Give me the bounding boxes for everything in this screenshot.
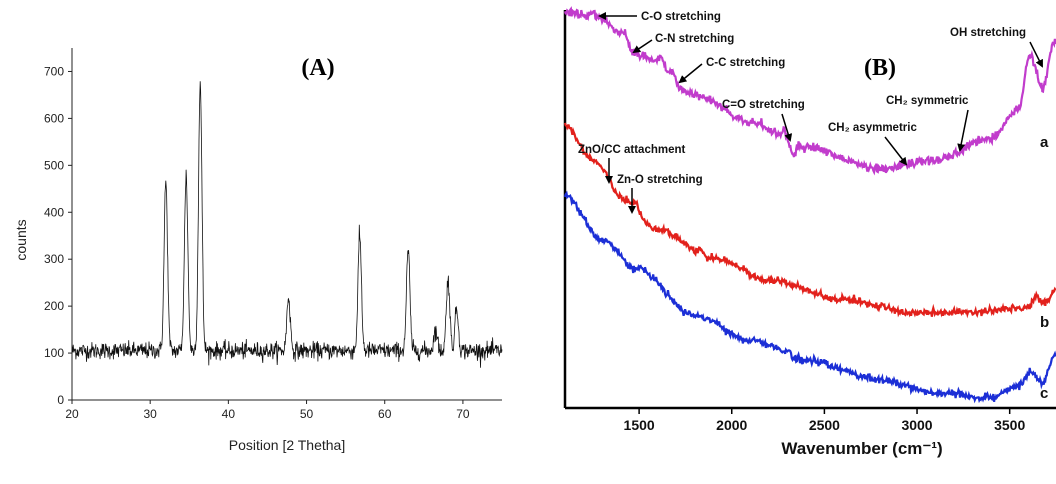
ann-ch2-asymmetric-arrow [884, 136, 908, 166]
a-y-axis-label: counts [13, 219, 29, 260]
series-c-line [563, 190, 1056, 404]
ann-c-o-double-stretching: C=O stretching [722, 99, 805, 111]
b-x-axis-label: Wavenumber (cm⁻¹) [781, 439, 942, 458]
b-x-tick-label: 2500 [809, 417, 840, 433]
a-x-tick-label: 50 [300, 407, 314, 421]
b-x-tick-label: 1500 [624, 417, 655, 433]
ann-oh-arrow [1029, 41, 1043, 68]
a-y-tick-label: 500 [44, 158, 64, 172]
a-y-tick-label: 700 [44, 64, 64, 78]
series-label-c: c [1040, 385, 1048, 402]
a-y-tick-label: 600 [44, 111, 64, 125]
a-x-axis-label: Position [2 Thetha] [229, 437, 345, 453]
ann-cn-arrow [632, 39, 653, 54]
xrd-pattern-line [71, 81, 503, 368]
panel-label-b: (B) [864, 55, 896, 81]
series-label-a: a [1040, 134, 1049, 151]
b-x-tick-label: 3000 [901, 417, 932, 433]
a-y-tick-label: 200 [44, 299, 64, 313]
series-label-b: b [1040, 314, 1049, 331]
series-a-line [563, 6, 1056, 176]
ann-c-o-double-arrow [781, 113, 793, 142]
a-x-tick-label: 70 [456, 407, 470, 421]
ann-ch2-asymmetric: CH₂ asymmetric [828, 122, 917, 134]
ann-ch2-symmetric: CH₂ symmetric [886, 95, 969, 107]
ann-cn-stretching: C-N stretching [655, 33, 734, 45]
panel-b: 1500 2000 2500 3000 3500 (B) Wavenumber (cm⁻… [563, 6, 1056, 458]
a-x-tick-label: 20 [65, 407, 79, 421]
ann-cc-arrow [678, 63, 703, 84]
b-x-tick-label: 2000 [716, 417, 747, 433]
a-y-tick-label: 300 [44, 252, 64, 266]
ann-co-stretching: C-O stretching [641, 11, 721, 23]
ann-ch2-symmetric-arrow [957, 109, 969, 152]
ann-zno-cc-attachment: ZnO/CC attachment [578, 144, 686, 156]
a-y-tick-label: 100 [44, 346, 64, 360]
ann-cc-stretching: C-C stretching [706, 57, 785, 69]
ann-zn-o-stretching: Zn-O stretching [617, 174, 703, 186]
a-x-tick-label: 30 [144, 407, 158, 421]
b-x-tick-label: 3500 [994, 417, 1025, 433]
a-y-tick-label: 0 [57, 393, 64, 407]
ann-oh-stretching: OH stretching [950, 27, 1026, 39]
series-b-line [563, 122, 1056, 319]
a-y-tick-label: 400 [44, 205, 64, 219]
panel-label-a: (A) [301, 55, 334, 81]
a-x-tick-label: 40 [222, 407, 236, 421]
a-x-tick-label: 60 [378, 407, 392, 421]
